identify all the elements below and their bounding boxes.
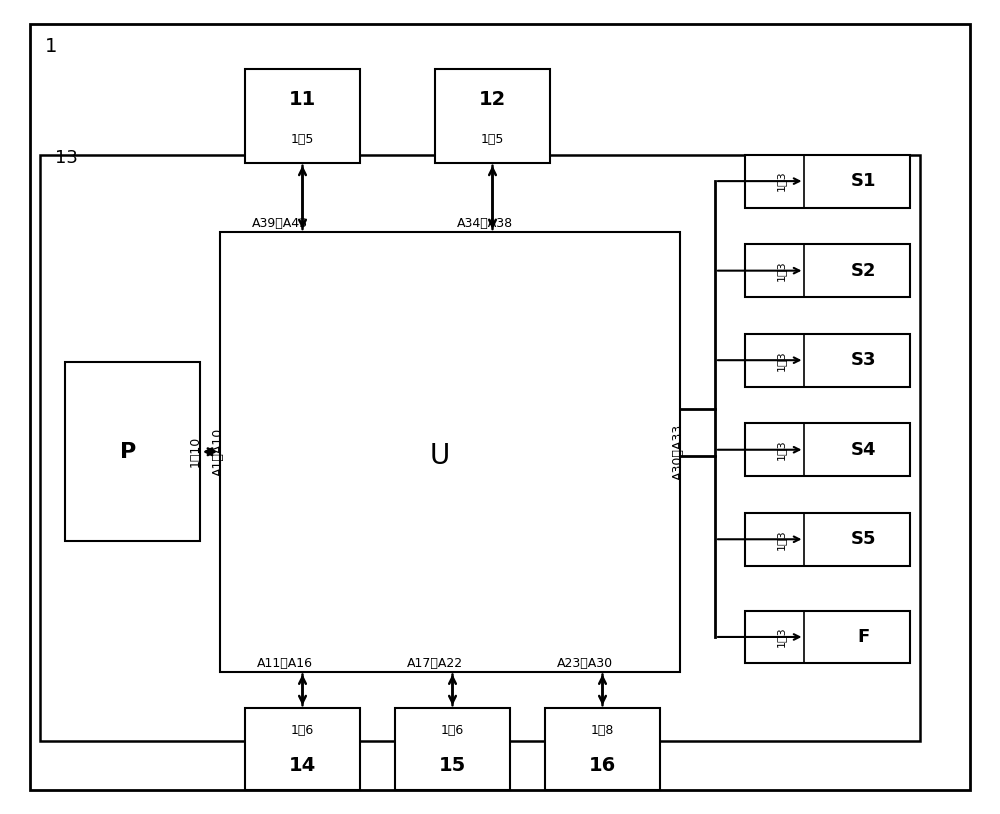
Text: S2: S2 xyxy=(851,261,877,280)
FancyBboxPatch shape xyxy=(745,334,910,387)
Text: 12: 12 xyxy=(479,90,506,108)
Text: 1～6: 1～6 xyxy=(291,724,314,737)
Text: 1～5: 1～5 xyxy=(481,133,504,146)
FancyBboxPatch shape xyxy=(40,155,920,741)
Text: 1～10: 1～10 xyxy=(188,436,202,467)
Text: 11: 11 xyxy=(289,90,316,108)
Text: A23～A30: A23～A30 xyxy=(557,657,613,670)
Text: 1～3: 1～3 xyxy=(776,350,786,370)
FancyBboxPatch shape xyxy=(745,244,910,297)
FancyBboxPatch shape xyxy=(245,69,360,163)
Text: A17～A22: A17～A22 xyxy=(407,657,463,670)
Text: U: U xyxy=(430,442,450,470)
Text: 1: 1 xyxy=(45,37,57,55)
Text: 16: 16 xyxy=(589,755,616,775)
Text: P: P xyxy=(120,442,136,462)
FancyBboxPatch shape xyxy=(245,708,360,790)
Text: 1～3: 1～3 xyxy=(776,171,786,191)
Text: S1: S1 xyxy=(851,172,877,190)
FancyBboxPatch shape xyxy=(65,362,200,541)
Text: A11～A16: A11～A16 xyxy=(257,657,313,670)
FancyBboxPatch shape xyxy=(745,513,910,566)
Text: 1～6: 1～6 xyxy=(441,724,464,737)
Text: 15: 15 xyxy=(439,755,466,775)
Text: 1～5: 1～5 xyxy=(291,133,314,146)
Text: S3: S3 xyxy=(851,351,877,370)
FancyBboxPatch shape xyxy=(745,610,910,663)
Text: A30～A33: A30～A33 xyxy=(672,424,684,479)
Text: A1～A10: A1～A10 xyxy=(212,427,224,476)
Text: A39～A43: A39～A43 xyxy=(252,217,308,230)
Text: 13: 13 xyxy=(55,149,78,167)
FancyBboxPatch shape xyxy=(545,708,660,790)
Text: A34～A38: A34～A38 xyxy=(457,217,513,230)
Text: 14: 14 xyxy=(289,755,316,775)
Text: F: F xyxy=(858,628,870,646)
Text: 1～3: 1～3 xyxy=(776,627,786,647)
FancyBboxPatch shape xyxy=(745,423,910,476)
FancyBboxPatch shape xyxy=(395,708,510,790)
Text: 1～3: 1～3 xyxy=(776,260,786,281)
FancyBboxPatch shape xyxy=(435,69,550,163)
Text: 1～8: 1～8 xyxy=(591,724,614,737)
FancyBboxPatch shape xyxy=(745,155,910,208)
Text: 1～3: 1～3 xyxy=(776,529,786,549)
Text: S4: S4 xyxy=(851,440,877,459)
Text: S5: S5 xyxy=(851,530,877,549)
FancyBboxPatch shape xyxy=(220,232,680,672)
Text: 1～3: 1～3 xyxy=(776,440,786,460)
FancyBboxPatch shape xyxy=(30,24,970,790)
